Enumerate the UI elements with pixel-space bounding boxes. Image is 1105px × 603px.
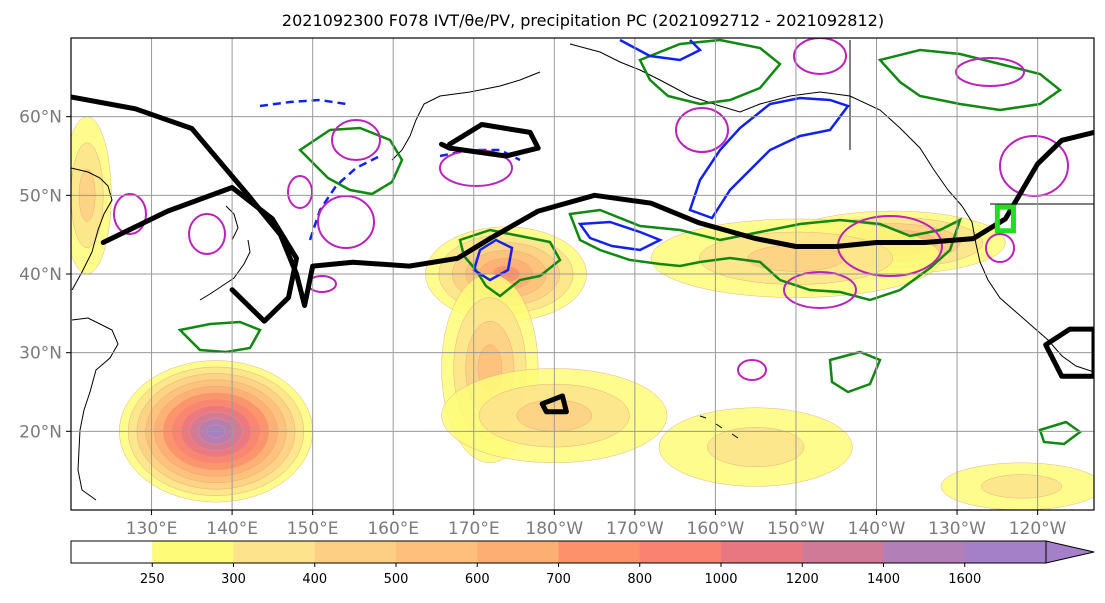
x-tick-label: 160°E [367,519,419,539]
colorbar-tick-label: 1600 [948,572,981,587]
x-tick-label: 120°W [1009,519,1067,539]
blue-dashed-contour-1 [308,154,381,241]
coastline-alaska [569,43,963,207]
colorbar-tick-label: 250 [140,572,165,587]
pv-contour-10 [999,135,1069,197]
coastline-kamchatka [391,71,541,161]
coastline-japan [199,205,251,301]
highlight-box-layer [994,204,1016,234]
colorbar-segment-8 [639,541,722,563]
colorbar-tick-label: 1000 [704,572,737,587]
colorbar-segment-6 [477,541,559,563]
colorbar-tick-label: 300 [221,572,246,587]
colorbar-tick-label: 1200 [786,572,819,587]
coastline-korea-china [71,317,119,501]
pv-contour-4 [331,119,381,161]
blue-contour-4 [577,220,664,252]
theta-e-contour-1 [71,94,1094,308]
ivt-contour-6 [177,320,262,354]
blue-contour-2 [472,238,514,282]
ivt-contour-4 [638,38,782,106]
colorbar-extend-arrow [1045,540,1095,564]
colorbar-segment-2 [152,541,234,563]
theta-e-contour-2 [100,185,299,324]
blue-dashed-contour-3 [259,98,347,108]
ivt-contour-5 [877,48,1063,112]
border-us-canada [849,40,1094,205]
colorbar-segment-4 [314,541,397,563]
gridlines [71,38,1094,510]
x-tick-label: 140°E [206,519,258,539]
pv-contour-11 [955,57,1025,87]
x-tick-label: 130°E [126,519,178,539]
y-axis-ticks: 20°N 30°N 40°N 50°N 60°N [19,108,71,442]
ivt-blob-6-level-300 [707,427,805,467]
colorbar-segment-12 [964,541,1047,563]
x-tick-label: 130°W [928,519,986,539]
coastline-north-america [961,205,1094,373]
y-tick-label: 30°N [19,344,62,364]
coastline-asia [71,167,113,291]
y-tick-label: 60°N [19,108,62,128]
x-tick-label: 140°W [848,519,906,539]
pv-contour-14 [737,359,767,381]
pv-contour-15 [985,233,1015,263]
x-tick-label: 180°W [525,519,583,539]
pv-contour-7 [793,38,847,75]
x-tick-label: 150°W [767,519,825,539]
theta-e-contours [71,94,1094,415]
x-axis-ticks: 130°E 140°E 150°E 160°E 170°E 180°W 170°W 160°W… [126,510,1067,539]
colorbar-segment-10 [802,541,884,563]
colorbar-tick-label: 400 [302,572,327,587]
colorbar: 250 300 400 500 600 700 800 1000 1200 1400 1600 [70,540,1095,587]
ivt-blob-9-level-300 [981,474,1062,499]
colorbar-tick-label: 1400 [867,572,900,587]
colorbar-tick-label: 700 [546,572,571,587]
forecast-region-box [994,204,1016,234]
pv-contour-6 [675,107,729,153]
ivt-contour-7 [828,350,882,394]
pv-contour-3 [317,195,375,249]
blue-contour-3 [619,38,703,62]
colorbar-segment-9 [721,541,803,563]
hawaii-islands [699,415,739,439]
chart-title: 2021092300 F078 IVT/θe/PV, precipitation… [282,11,884,30]
pv-contour-1 [188,213,226,255]
x-tick-label: 170°W [606,519,664,539]
colorbar-segment-1 [71,541,153,563]
theta-e-contour-3 [439,122,541,159]
ivt-contour-3 [298,126,404,196]
x-tick-label: 170°E [448,519,500,539]
map-features [71,38,1094,501]
pv-contour-12 [113,193,147,235]
pv-contour-9 [783,271,857,309]
blue-contour-1 [688,96,851,220]
colorbar-segment-3 [233,541,316,563]
y-tick-label: 20°N [19,422,62,442]
theta-e-contour-5 [1043,326,1094,379]
colorbar-tick-label: 600 [465,572,490,587]
colorbar-segment-11 [883,541,966,563]
colorbar-segment-5 [396,541,478,563]
colorbar-tick-label: 500 [384,572,409,587]
y-tick-label: 40°N [19,265,62,285]
colorbar-tick-label: 800 [627,572,652,587]
x-tick-label: 160°W [687,519,745,539]
theta-e-contour-4 [539,393,569,415]
y-tick-label: 50°N [19,186,62,206]
colorbar-segment-7 [558,541,641,563]
ivt-contour-8 [1038,420,1083,446]
pv-contour-2 [287,175,313,209]
x-tick-label: 150°E [287,519,339,539]
